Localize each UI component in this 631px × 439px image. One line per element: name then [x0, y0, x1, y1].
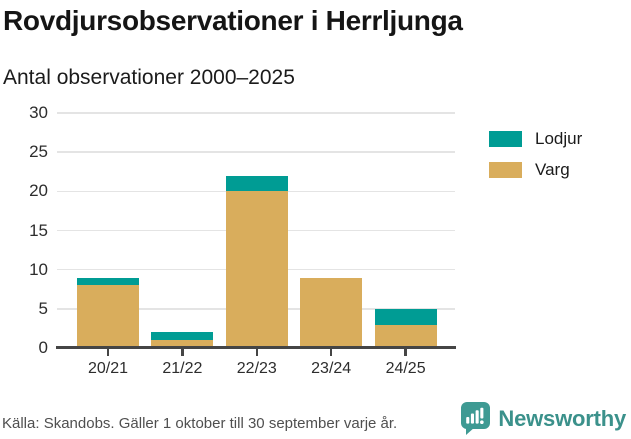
- legend-item-lodjur: Lodjur: [489, 129, 582, 149]
- chart-subtitle: Antal observationer 2000–2025: [3, 66, 295, 89]
- y-tick-label-20: 20: [29, 181, 48, 201]
- bar-segment-lodjur-20-21: [77, 277, 139, 286]
- bar-segment-lodjur-24-25: [374, 308, 437, 325]
- x-tick-label-20-21: 20/21: [87, 360, 129, 377]
- x-tick-label-22-23: 22/23: [236, 360, 277, 377]
- gridline-30: [57, 112, 455, 114]
- x-axis-line: [56, 346, 456, 349]
- gridline-25: [57, 151, 455, 153]
- y-tick-label-10: 10: [29, 259, 48, 279]
- bar-segment-varg-22-23: [225, 191, 288, 348]
- y-tick-label-5: 5: [38, 298, 48, 318]
- legend-label-lodjur: Lodjur: [535, 129, 583, 148]
- x-tick-21-22: [181, 349, 184, 356]
- x-tick-22-23: [255, 349, 259, 356]
- newsworthy-brand: Newsworthy: [461, 402, 626, 435]
- x-tick-20-21: [106, 349, 110, 356]
- x-tick-24-25: [404, 349, 407, 356]
- chart-title: Rovdjursobservationer i Herrljunga: [3, 5, 463, 36]
- bar-segment-lodjur-21-22: [151, 332, 214, 341]
- y-tick-label-0: 0: [38, 338, 48, 357]
- plot-area: [57, 112, 455, 348]
- x-axis: 20/21 21/22 22/23 23/24 24/25: [57, 349, 455, 389]
- y-tick-label-30: 30: [29, 103, 48, 122]
- legend-swatch-lodjur: [489, 131, 522, 147]
- legend-label-varg: Varg: [535, 160, 570, 179]
- y-tick-label-25: 25: [29, 142, 48, 162]
- bar-segment-varg-21-22: [151, 340, 214, 348]
- bar-segment-varg-24-25: [374, 324, 437, 348]
- x-tick-label-24-25: 24/25: [385, 360, 426, 377]
- bar-segment-varg-20-21: [77, 285, 139, 348]
- x-tick-label-23-24: 23/24: [311, 360, 352, 377]
- brand-name: Newsworthy: [498, 405, 626, 431]
- legend-item-varg: Varg: [489, 160, 582, 180]
- legend-swatch-varg: [489, 162, 522, 178]
- bar-segment-lodjur-22-23: [225, 175, 288, 192]
- bar-segment-varg-23-24: [300, 277, 363, 348]
- legend: Lodjur Varg: [489, 129, 582, 191]
- source-note: Källa: Skandobs. Gäller 1 oktober till 3…: [2, 415, 398, 432]
- x-tick-23-24: [329, 349, 333, 356]
- x-tick-label-21-22: 21/22: [162, 360, 203, 377]
- y-axis: 0 5 10 15 20 25 30: [0, 104, 48, 357]
- newsworthy-logo-icon: [461, 402, 491, 435]
- y-tick-label-15: 15: [29, 220, 48, 240]
